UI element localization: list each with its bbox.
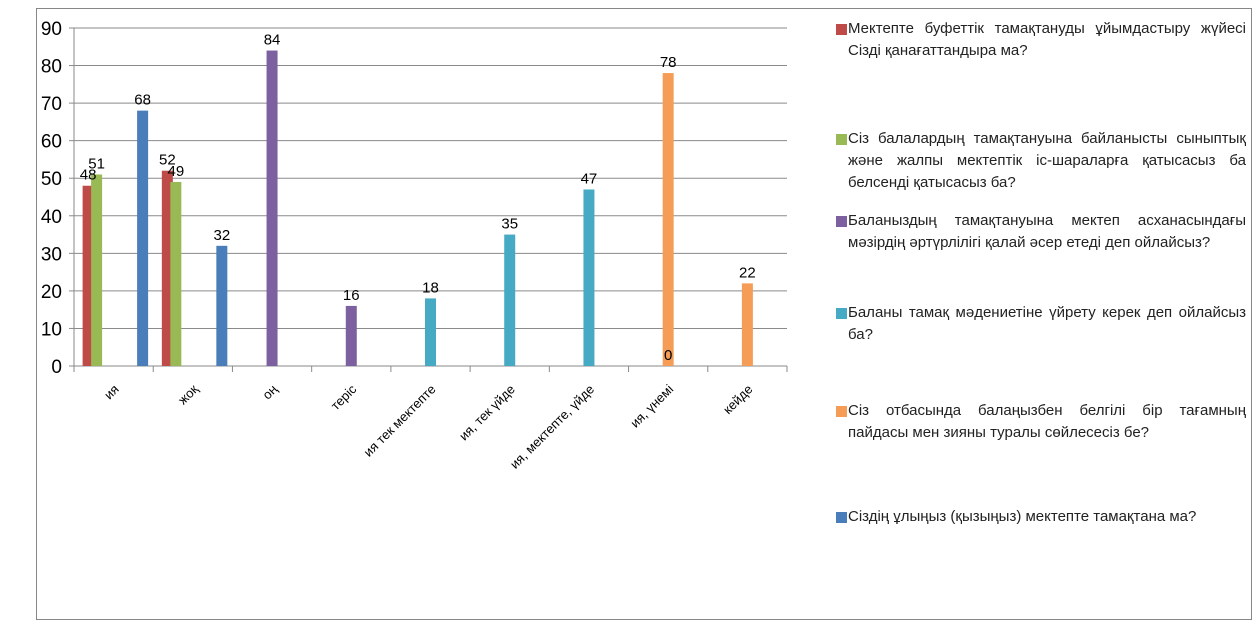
y-tick-label: 80 — [41, 57, 62, 78]
x-tick-label: ия тек мектепте — [361, 382, 439, 460]
legend-item: Баланы тамақ мәдениетіне үйрету керек де… — [836, 302, 1246, 346]
bar — [216, 245, 228, 366]
legend-label: Сіз балалардың тамақтануына байланысты с… — [848, 130, 1246, 191]
category-labels: ия жоқ оң теріс ия тек мектепте ия, тек үйдеи… — [101, 381, 756, 472]
legend-label: Сіздің ұлыңыз (қызыңыз) мектепте тамақта… — [848, 508, 1197, 525]
data-label: 22 — [739, 264, 756, 281]
data-label: 68 — [134, 92, 151, 109]
x-tick-label: ия, тек үйде — [456, 382, 518, 444]
data-label: 78 — [660, 54, 677, 71]
x-tick-label: теріс — [328, 381, 360, 413]
x-tick-label: ия, үнемі — [627, 381, 676, 430]
legend-swatch — [836, 512, 847, 523]
bar — [425, 298, 436, 366]
legend-item: Сіздің ұлыңыз (қызыңыз) мектепте тамақта… — [836, 506, 1246, 528]
y-tick-label: 50 — [41, 169, 62, 190]
x-tick-label: кейде — [720, 382, 755, 417]
x-tick-label: оң — [259, 381, 280, 402]
bar — [345, 305, 357, 366]
bar — [137, 110, 149, 366]
axes: 0 10 20 30 40 50 60 70 80 90 — [41, 19, 788, 378]
bar — [91, 174, 103, 366]
bar — [583, 189, 595, 366]
data-label: 47 — [581, 170, 598, 187]
x-tick-label: ия — [101, 382, 122, 403]
y-tick-label: 20 — [41, 282, 62, 303]
bar — [662, 73, 674, 367]
legend-swatch — [836, 216, 847, 227]
y-tick-label: 40 — [41, 207, 62, 228]
legend-label: Баланыздың тамақтануына мектеп асханасын… — [848, 212, 1246, 251]
y-tick-label: 90 — [41, 19, 62, 40]
y-tick-label: 30 — [41, 244, 62, 265]
bar — [170, 181, 182, 366]
data-label: 16 — [343, 287, 360, 304]
bar — [266, 50, 278, 367]
chart-frame — [36, 8, 1252, 620]
data-label: 18 — [422, 279, 439, 296]
bar — [504, 234, 516, 366]
x-tick-label: жоқ — [175, 381, 201, 407]
bars — [82, 50, 753, 367]
legend-label: Баланы тамақ мәдениетіне үйрету керек де… — [848, 304, 1246, 343]
bar — [82, 185, 94, 366]
x-tick-label: ия, мектепте, үйде — [507, 382, 597, 472]
data-label: 84 — [264, 32, 281, 49]
data-label: 32 — [213, 227, 230, 244]
legend-swatch — [836, 308, 847, 319]
y-tick-label: 60 — [41, 132, 62, 153]
legend-item: Сіз балалардың тамақтануына байланысты с… — [836, 128, 1246, 194]
data-label: 52 — [159, 152, 176, 169]
legend-swatch — [836, 134, 847, 145]
y-tick-label: 0 — [51, 357, 62, 378]
data-label: 0 — [664, 347, 672, 364]
legend-swatch — [836, 24, 847, 35]
legend-item: Баланыздың тамақтануына мектеп асханасын… — [836, 210, 1246, 254]
data-label: 49 — [167, 163, 184, 180]
data-label: 48 — [80, 167, 97, 184]
y-tick-label: 10 — [41, 319, 62, 340]
bar — [741, 283, 753, 366]
y-tick-label: 70 — [41, 94, 62, 115]
legend-item: Мектепте буфеттік тамақтануды ұйымдастыр… — [836, 18, 1246, 62]
legend-label: Сіз отбасында балаңызбен белгілі бір тағ… — [848, 402, 1246, 441]
legend-item: Сіз отбасында балаңызбен белгілі бір тағ… — [836, 400, 1246, 444]
bar — [161, 170, 173, 366]
legend-label: Мектепте буфеттік тамақтануды ұйымдастыр… — [848, 20, 1246, 59]
legend-swatch — [836, 406, 847, 417]
data-label: 51 — [88, 155, 105, 172]
data-label: 35 — [501, 216, 518, 233]
